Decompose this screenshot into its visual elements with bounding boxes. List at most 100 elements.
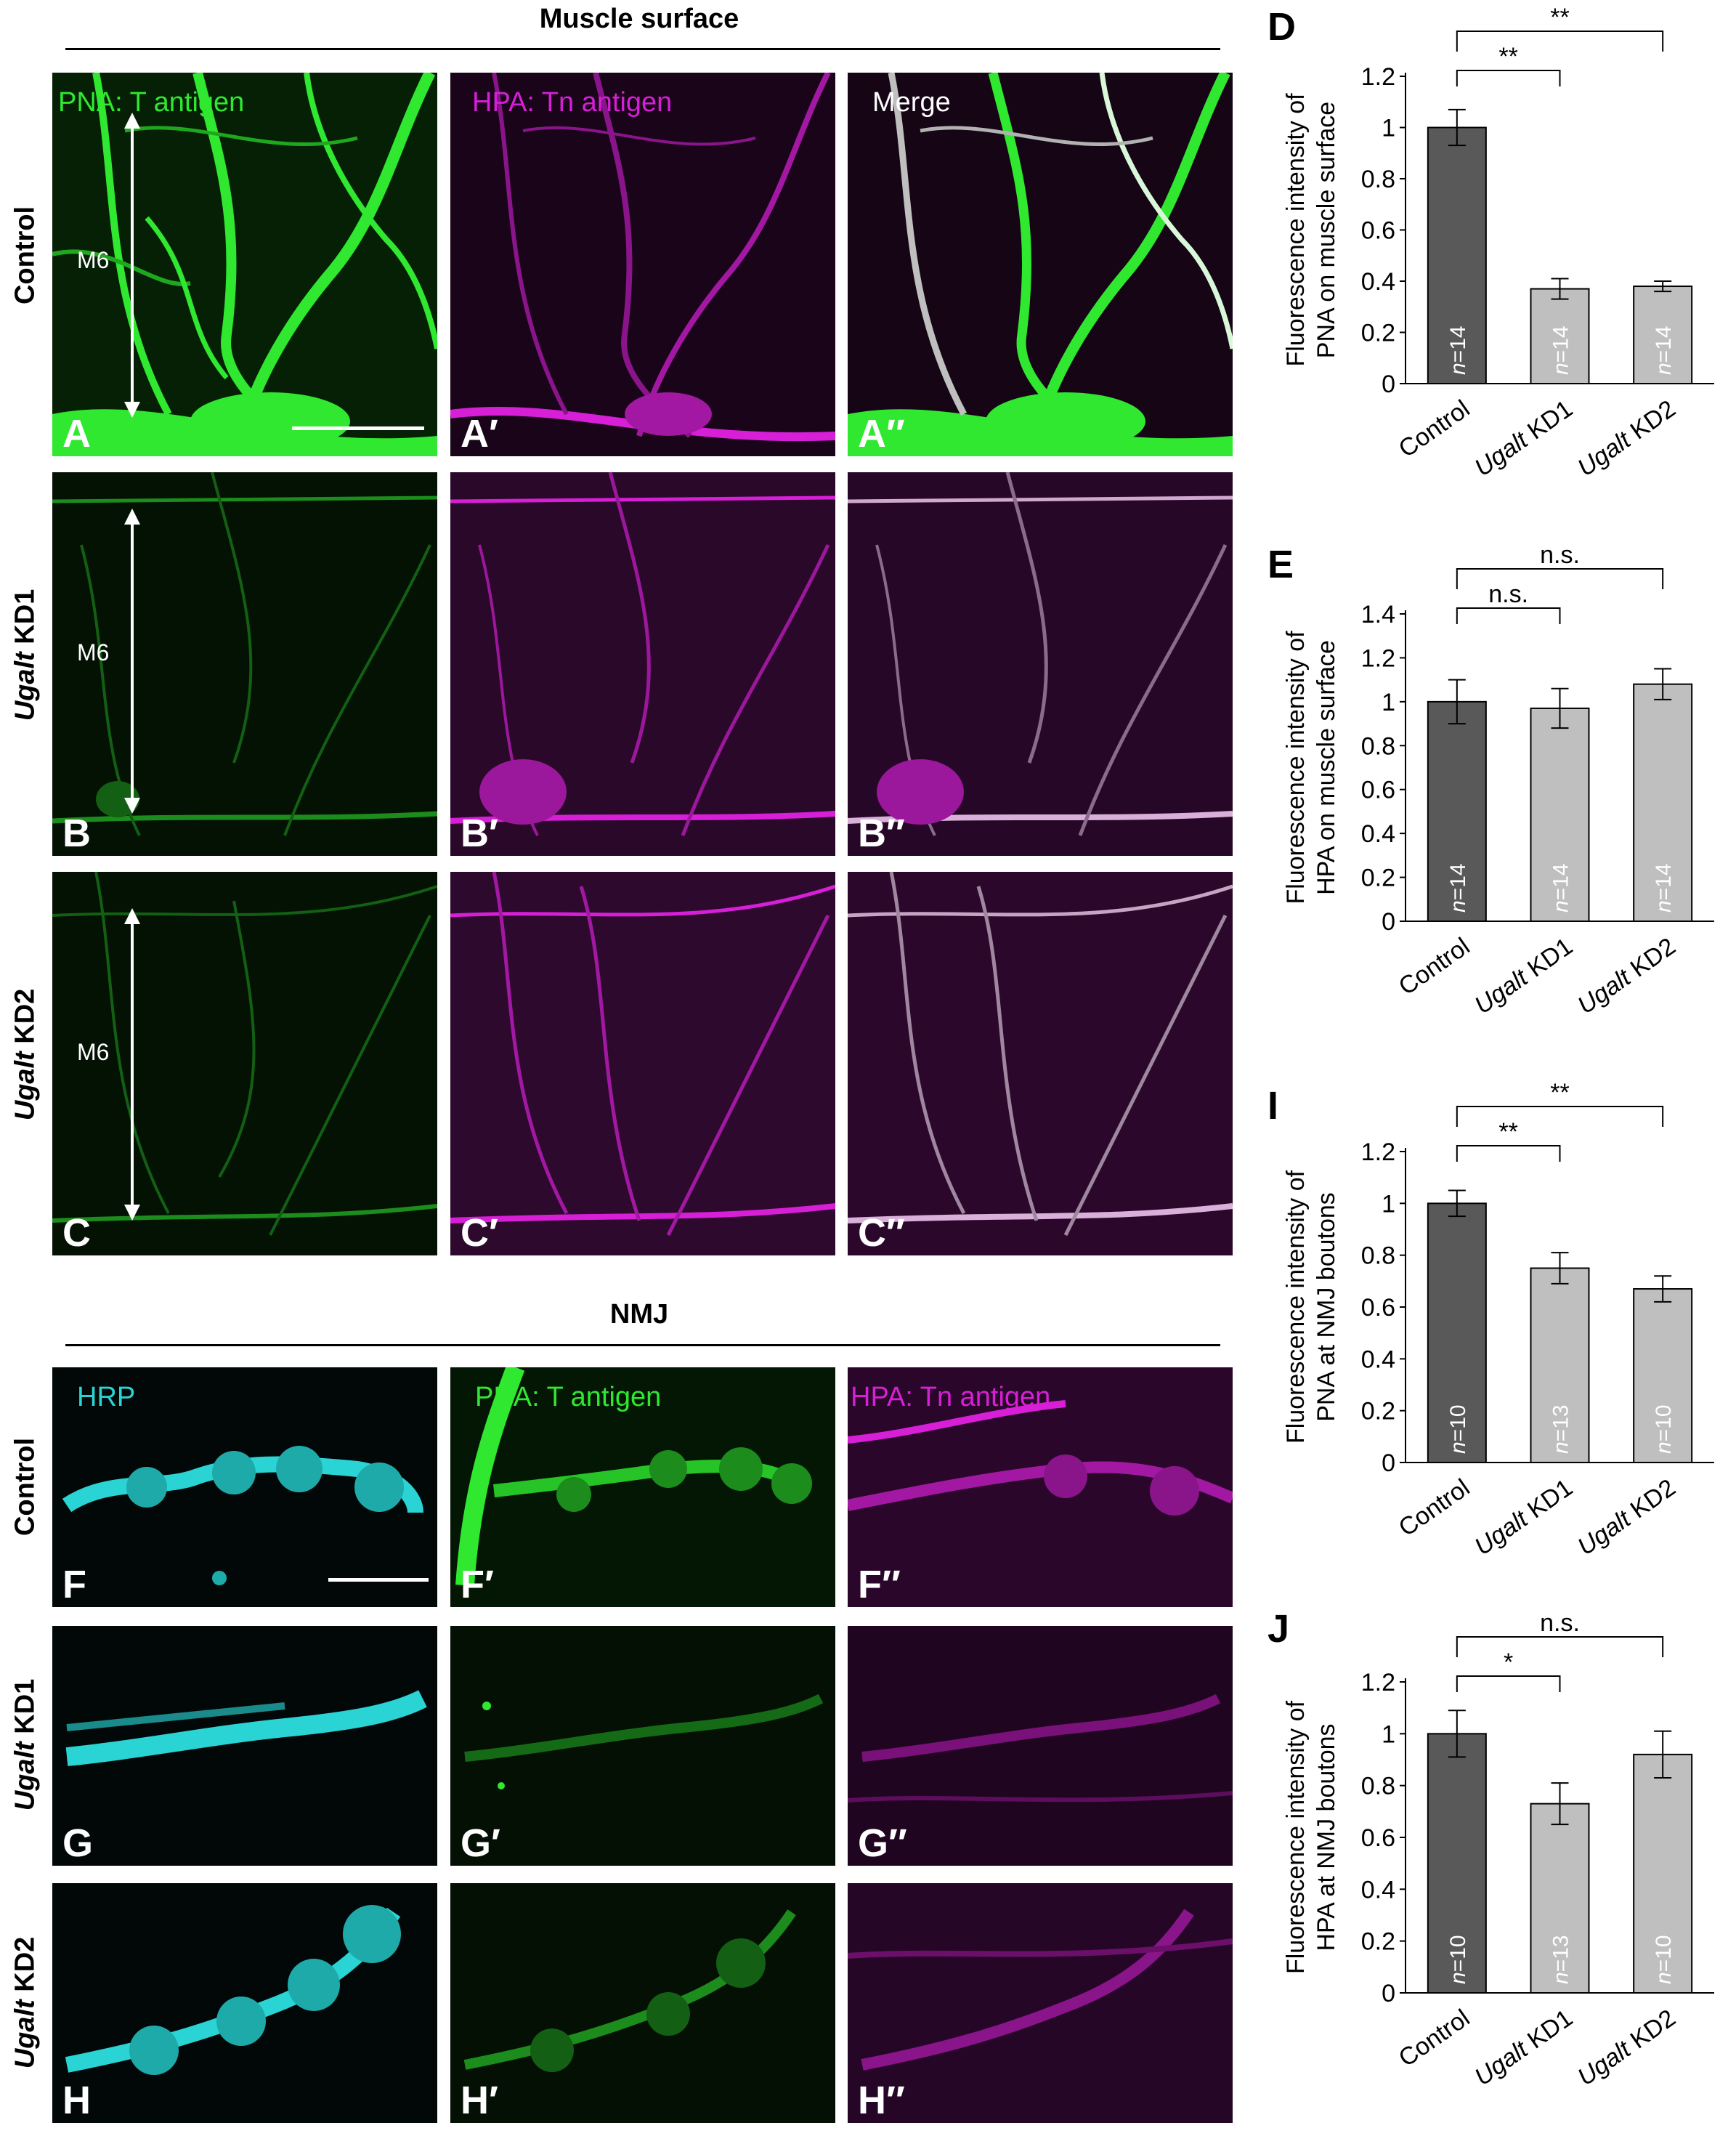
panel-label-F1: F′ bbox=[461, 1563, 494, 1606]
green-bouton-image bbox=[450, 1883, 835, 2123]
panel-label-G2: G″ bbox=[858, 1821, 907, 1865]
merge-tissue-image bbox=[848, 872, 1233, 1255]
significance-bracket bbox=[1456, 607, 1561, 624]
bar bbox=[1633, 286, 1693, 384]
y-tick-label: 1.4 bbox=[1361, 601, 1395, 628]
y-tick-label: 1 bbox=[1382, 115, 1395, 142]
y-tick-label: 0.4 bbox=[1361, 820, 1395, 848]
y-axis-label: Fluorescence intensity of bbox=[1282, 93, 1310, 367]
n-label: n=10 bbox=[1652, 1935, 1676, 1984]
double-arrow-icon bbox=[124, 908, 140, 1221]
n-label: n=13 bbox=[1549, 1935, 1573, 1984]
panel-G2-hpa-kd1: G″ bbox=[848, 1626, 1233, 1866]
significance-bracket bbox=[1456, 568, 1664, 589]
bar bbox=[1633, 683, 1693, 923]
merge-tissue-image bbox=[848, 73, 1233, 456]
significance-label: ** bbox=[1498, 43, 1517, 70]
y-tick-label: 0.6 bbox=[1361, 217, 1395, 245]
significance-label: ** bbox=[1550, 4, 1569, 31]
significance-bracket bbox=[1456, 31, 1664, 52]
panel-label-H1: H′ bbox=[461, 2079, 498, 2122]
double-arrow-icon bbox=[124, 113, 140, 418]
panel-label-B2: B″ bbox=[858, 812, 905, 855]
chart-panel-letter: J bbox=[1267, 1607, 1289, 1651]
panel-title-merge: Merge bbox=[872, 87, 951, 118]
green-tissue-image bbox=[52, 472, 437, 856]
significance-bracket bbox=[1456, 70, 1561, 86]
panel-label-B: B bbox=[62, 812, 91, 855]
panel-title-pna: PNA: T antigen bbox=[475, 1382, 662, 1412]
y-tick-label: 0 bbox=[1382, 371, 1395, 398]
bar bbox=[1427, 126, 1487, 384]
nmj-title: NMJ bbox=[609, 1299, 669, 1330]
significance-bracket bbox=[1456, 1145, 1561, 1162]
significance-bracket bbox=[1456, 1636, 1664, 1657]
significance-label: n.s. bbox=[1540, 1609, 1580, 1637]
significance-label: * bbox=[1504, 1648, 1513, 1676]
bar bbox=[1427, 1733, 1487, 1994]
panel-F1-pna-control: PNA: T antigen F′ bbox=[450, 1367, 835, 1607]
x-category-label: Ugalt KD1 bbox=[1469, 2004, 1578, 2091]
panel-label-A1: A′ bbox=[461, 412, 498, 456]
panel-title-hpa: HPA: Tn antigen bbox=[472, 87, 673, 118]
chart-panel-letter: D bbox=[1267, 5, 1296, 49]
y-tick-label: 0.2 bbox=[1361, 865, 1395, 892]
double-arrow-icon bbox=[124, 509, 140, 814]
bar bbox=[1633, 1753, 1693, 1994]
cyan-bouton-image bbox=[52, 1626, 437, 1866]
x-category-label: Control bbox=[1394, 1473, 1475, 1542]
x-category-label: Ugalt KD1 bbox=[1469, 1473, 1578, 1561]
n-label: n=10 bbox=[1446, 1935, 1470, 1984]
y-axis-label: Fluorescence intensity of bbox=[1282, 631, 1310, 905]
chart-svg: J Fluorescence intensity of HPA at NMJ bou… bbox=[1267, 1607, 1714, 2091]
x-category-label: Ugalt KD1 bbox=[1469, 395, 1578, 482]
muscle-label-m6: M6 bbox=[77, 247, 110, 273]
green-bouton-image bbox=[450, 1367, 835, 1607]
panel-H1-pna-kd2: H′ bbox=[450, 1883, 835, 2123]
y-tick-label: 1.2 bbox=[1361, 644, 1395, 672]
bar bbox=[1530, 1267, 1590, 1463]
y-tick-label: 1 bbox=[1382, 689, 1395, 716]
panel-A-pna-control: PNA: T antigen M6 A bbox=[52, 73, 437, 456]
y-axis-label: HPA at NMJ boutons bbox=[1313, 1723, 1340, 1951]
row-label-control-nmj: Control bbox=[9, 1437, 41, 1537]
significance-label: ** bbox=[1550, 1079, 1569, 1107]
x-category-label: Ugalt KD2 bbox=[1573, 1473, 1681, 1561]
y-tick-label: 1.2 bbox=[1361, 1138, 1395, 1166]
y-tick-label: 0.4 bbox=[1361, 1876, 1395, 1904]
panel-C1-hpa-kd2: C′ bbox=[450, 872, 835, 1255]
y-tick-label: 0.2 bbox=[1361, 1398, 1395, 1425]
panel-label-F2: F″ bbox=[858, 1563, 901, 1606]
significance-label: n.s. bbox=[1540, 541, 1580, 569]
bar-chart-D: D Fluorescence intensity of PNA on muscle … bbox=[1264, 0, 1736, 534]
panel-label-F: F bbox=[62, 1563, 86, 1606]
panel-C2-merge-kd2: C″ bbox=[848, 872, 1233, 1255]
y-tick-label: 0 bbox=[1382, 1449, 1395, 1477]
x-category-label: Ugalt KD2 bbox=[1573, 932, 1681, 1019]
chart-panel-letter: E bbox=[1267, 543, 1294, 586]
chart-svg: E Fluorescence intensity of HPA on muscle … bbox=[1267, 541, 1714, 1019]
muscle-surface-rule bbox=[65, 48, 1220, 50]
panel-label-C2: C″ bbox=[858, 1211, 905, 1255]
panel-label-A: A bbox=[62, 412, 91, 456]
panel-label-C1: C′ bbox=[461, 1211, 498, 1255]
x-category-label: Ugalt KD2 bbox=[1573, 2004, 1681, 2091]
panel-title-pna: PNA: T antigen bbox=[58, 87, 245, 118]
panel-title-hrp: HRP bbox=[77, 1382, 136, 1412]
magenta-tissue-image bbox=[450, 472, 835, 856]
row-label-kd1-muscle: Ugalt KD1 bbox=[9, 588, 41, 721]
y-axis-label: HPA on muscle surface bbox=[1313, 640, 1340, 895]
panel-A2-merge-control: Merge A″ bbox=[848, 73, 1233, 456]
muscle-surface-title: Muscle surface bbox=[539, 4, 739, 34]
panel-F2-hpa-control: HPA: Tn antigen F″ bbox=[848, 1367, 1233, 1607]
green-tissue-image bbox=[52, 73, 437, 456]
panel-label-C: C bbox=[62, 1211, 91, 1255]
magenta-tissue-image bbox=[450, 872, 835, 1255]
panel-title-hpa: HPA: Tn antigen bbox=[851, 1382, 1051, 1412]
magenta-bouton-image bbox=[848, 1367, 1233, 1607]
bar bbox=[1427, 700, 1487, 922]
y-tick-label: 0 bbox=[1382, 908, 1395, 936]
panel-label-G: G bbox=[62, 1821, 94, 1865]
n-label: n=14 bbox=[1549, 863, 1573, 913]
panel-F-hrp-control: HRP F bbox=[52, 1367, 437, 1607]
